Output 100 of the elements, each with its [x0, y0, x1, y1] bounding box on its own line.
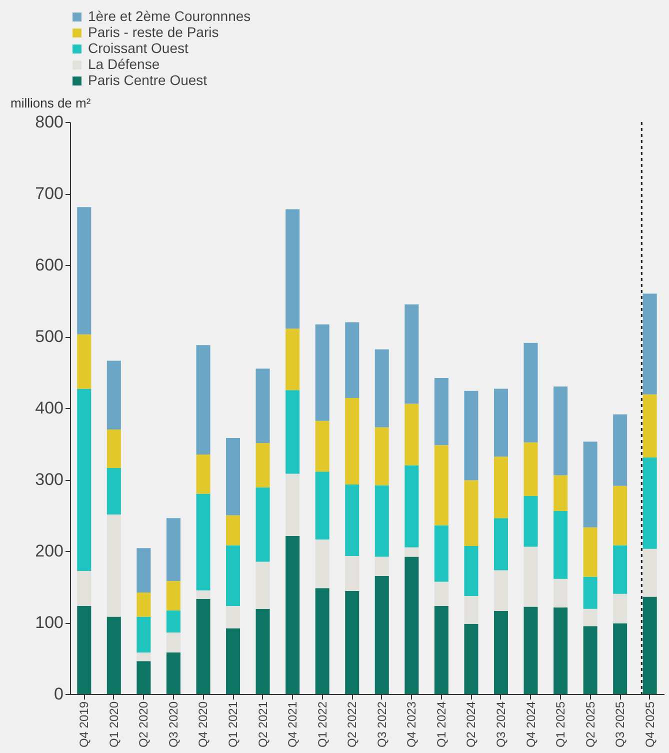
- bar: [583, 527, 598, 577]
- bar: [524, 442, 538, 496]
- bar: [524, 546, 538, 607]
- bar: [136, 616, 151, 653]
- x-tick-label: Q3 2025: [613, 701, 628, 748]
- x-tick-label: Q4 2025: [642, 701, 657, 748]
- bar: [226, 606, 240, 628]
- bar: [554, 475, 568, 511]
- bar: [226, 628, 240, 694]
- bar: [583, 442, 598, 528]
- bar: [315, 472, 330, 540]
- bar: [524, 606, 538, 694]
- x-tick-label: Q3 2022: [374, 701, 389, 748]
- bar: [315, 324, 330, 421]
- bar: [345, 591, 360, 694]
- x-tick-label: Q3 2020: [166, 701, 180, 748]
- bar: [77, 571, 92, 606]
- bar: [464, 624, 478, 694]
- bar: [77, 388, 92, 572]
- bar: [166, 610, 180, 633]
- y-tick-label: 800: [35, 112, 64, 132]
- legend-label: Paris Centre Ouest: [88, 72, 208, 88]
- x-tick-label: Q2 2024: [464, 701, 478, 748]
- y-tick-label: 700: [35, 184, 64, 203]
- y-tick-label: 300: [35, 470, 64, 489]
- bar: [613, 486, 628, 546]
- x-tick-label: Q4 2021: [286, 701, 300, 748]
- bar: [166, 632, 180, 653]
- y-tick-label: 100: [35, 613, 64, 632]
- bar: [642, 548, 657, 597]
- bar: [374, 576, 389, 694]
- bar: [494, 570, 508, 612]
- bar: [136, 592, 151, 617]
- bar: [196, 345, 210, 454]
- bar: [404, 465, 419, 548]
- bar: [464, 390, 478, 480]
- bar: [434, 525, 448, 582]
- bar: [286, 390, 300, 474]
- bar: [494, 456, 508, 518]
- bar: [315, 540, 330, 588]
- bar: [315, 420, 330, 472]
- x-tick-label: Q2 2025: [583, 701, 598, 748]
- bar: [524, 342, 538, 442]
- bar: [256, 443, 270, 488]
- bar: [404, 556, 419, 694]
- bar: [613, 414, 628, 486]
- bar: [345, 484, 360, 556]
- bar: [464, 480, 478, 546]
- bar: [554, 607, 568, 694]
- bar: [404, 304, 419, 404]
- bar: [286, 474, 300, 536]
- bar: [434, 582, 448, 606]
- bar: [554, 510, 568, 579]
- bar: [642, 294, 657, 394]
- x-tick-label: Q1 2025: [554, 701, 568, 748]
- bar: [256, 562, 270, 609]
- bar: [613, 594, 628, 624]
- x-tick-label: Q2 2022: [345, 701, 360, 748]
- bar: [286, 328, 300, 390]
- bar: [345, 322, 360, 398]
- bar: [77, 207, 92, 334]
- bar: [256, 368, 270, 444]
- bar: [374, 349, 389, 428]
- bar: [345, 398, 360, 485]
- bar: [106, 429, 121, 468]
- y-axis-title: millions de m²: [10, 96, 92, 110]
- x-tick-label: Q4 2024: [524, 701, 538, 748]
- bar: [196, 590, 210, 599]
- bar: [494, 518, 508, 570]
- bar: [494, 388, 508, 457]
- bar: [434, 378, 448, 446]
- bar: [374, 427, 389, 486]
- bar: [315, 588, 330, 694]
- y-tick-label: 0: [54, 684, 64, 704]
- x-tick-label: Q1 2020: [106, 701, 121, 748]
- bar: [136, 548, 151, 592]
- legend-label: La Défense: [88, 56, 160, 72]
- legend-label: Croissant Ouest: [88, 40, 188, 56]
- bar: [256, 487, 270, 562]
- bar: [642, 457, 657, 549]
- bar: [166, 652, 180, 694]
- bar: [106, 468, 121, 515]
- bar: [554, 386, 568, 476]
- x-tick-label: Q1 2022: [315, 701, 330, 748]
- bar: [106, 616, 121, 694]
- bar: [583, 626, 598, 694]
- bar: [404, 404, 419, 466]
- bar: [196, 494, 210, 590]
- legend-label: 1ère et 2ème Couronnnes: [88, 8, 251, 24]
- bar: [166, 581, 180, 610]
- bar: [136, 652, 151, 662]
- bar: [583, 608, 598, 626]
- bar: [256, 608, 270, 694]
- bar: [166, 518, 180, 582]
- bar: [136, 661, 151, 694]
- y-tick-label: 500: [35, 327, 64, 346]
- bar: [434, 606, 448, 694]
- bar: [226, 545, 240, 606]
- bar: [77, 606, 92, 694]
- x-tick-label: Q4 2019: [77, 701, 92, 748]
